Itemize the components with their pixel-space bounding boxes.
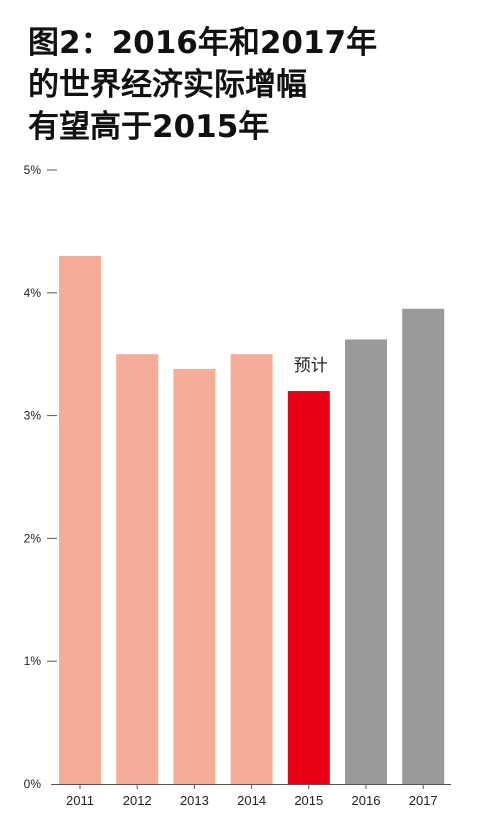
y-tick-label: 3% [24, 409, 42, 423]
bar-2012 [116, 354, 158, 784]
bar-2011 [59, 256, 101, 784]
y-tick-label: 1% [24, 654, 42, 668]
y-tick-label: 5% [24, 163, 42, 177]
y-tick-label: 4% [24, 286, 42, 300]
annotation-forecast: 预计 [294, 356, 328, 376]
x-tick-label-2017: 2017 [409, 793, 438, 808]
y-tick-label: 0% [24, 777, 42, 791]
bar-2016 [345, 339, 387, 784]
bar-2015 [288, 391, 330, 784]
bar-2014 [231, 354, 273, 784]
x-tick-label-2011: 2011 [66, 793, 94, 808]
x-tick-label-2015: 2015 [294, 793, 323, 808]
y-tick-label: 2% [24, 531, 42, 545]
bar-2013 [173, 369, 215, 784]
x-tick-label-2014: 2014 [237, 793, 266, 808]
x-tick-label-2012: 2012 [123, 793, 152, 808]
x-tick-label-2013: 2013 [180, 793, 209, 808]
bar-2017 [402, 309, 444, 784]
x-tick-label-2016: 2016 [352, 793, 381, 808]
